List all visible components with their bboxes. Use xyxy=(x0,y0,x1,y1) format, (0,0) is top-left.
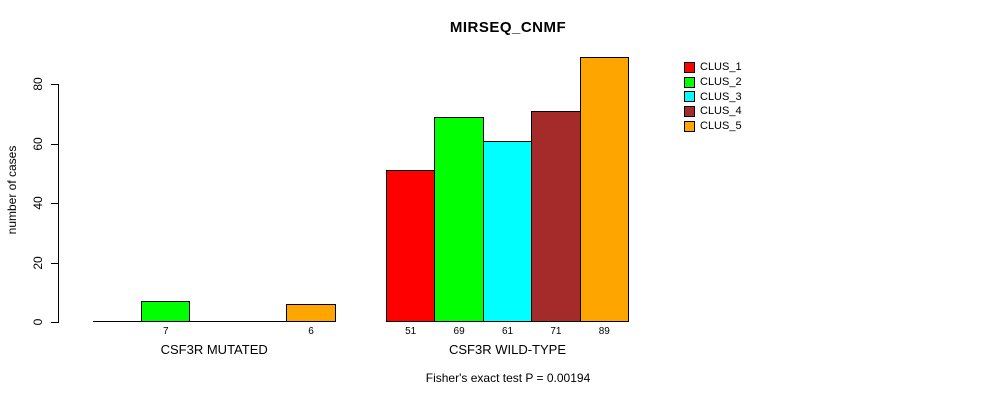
bar-CLUS_2 xyxy=(434,116,484,322)
y-tick-mark xyxy=(51,143,58,145)
bar-CLUS_5 xyxy=(579,57,629,322)
bar-value-label: 69 xyxy=(453,326,465,337)
legend-color-swatch xyxy=(684,76,695,88)
y-tick-mark xyxy=(51,262,58,264)
category-label: CSF3R WILD-TYPE xyxy=(448,342,567,357)
legend: CLUS_1 CLUS_2 CLUS_3 CLUS_4 CLUS_5 xyxy=(684,60,742,133)
y-tick-label: 60 xyxy=(31,136,45,151)
legend-color-swatch xyxy=(684,61,695,73)
legend-label: CLUS_4 xyxy=(700,105,742,118)
y-axis-line xyxy=(58,84,59,323)
pvalue-caption: Fisher's exact test P = 0.00194 xyxy=(425,371,591,385)
legend-label: CLUS_5 xyxy=(700,120,742,133)
legend-label: CLUS_3 xyxy=(700,90,742,103)
y-tick-label: 40 xyxy=(31,196,45,210)
bar-value-label: 6 xyxy=(308,326,314,337)
legend-color-swatch xyxy=(684,120,695,132)
bar-CLUS_1 xyxy=(386,170,436,322)
bar-value-label: 89 xyxy=(598,326,610,337)
y-tick-mark xyxy=(51,322,58,323)
bar-CLUS_3 xyxy=(482,140,533,322)
y-tick-label: 80 xyxy=(31,77,45,91)
y-tick-mark xyxy=(51,84,58,85)
legend-item: CLUS_3 xyxy=(684,89,742,104)
legend-color-swatch xyxy=(684,91,695,103)
bar-CLUS_5 xyxy=(286,304,336,322)
legend-item: CLUS_1 xyxy=(684,60,742,75)
y-tick-mark xyxy=(51,203,58,204)
y-tick-label: 0 xyxy=(31,318,45,326)
bar-value-label: 7 xyxy=(163,326,169,337)
legend-label: CLUS_1 xyxy=(700,61,742,74)
legend-item: CLUS_4 xyxy=(684,104,742,119)
legend-color-swatch xyxy=(684,105,695,117)
group-baseline xyxy=(92,321,336,322)
category-label: CSF3R MUTATED xyxy=(160,342,268,357)
y-tick-label: 20 xyxy=(31,255,45,270)
legend-item: CLUS_2 xyxy=(684,75,742,90)
legend-label: CLUS_2 xyxy=(700,76,742,89)
bar-value-label: 61 xyxy=(501,326,514,337)
bar-CLUS_2 xyxy=(141,301,191,322)
bar-CLUS_4 xyxy=(531,110,581,322)
bar-value-label: 71 xyxy=(550,326,562,337)
legend-item: CLUS_5 xyxy=(684,119,742,134)
y-axis-title: number of cases xyxy=(5,145,19,235)
chart-title: MIRSEQ_CNMF xyxy=(449,19,567,36)
bar-value-label: 51 xyxy=(405,326,417,337)
